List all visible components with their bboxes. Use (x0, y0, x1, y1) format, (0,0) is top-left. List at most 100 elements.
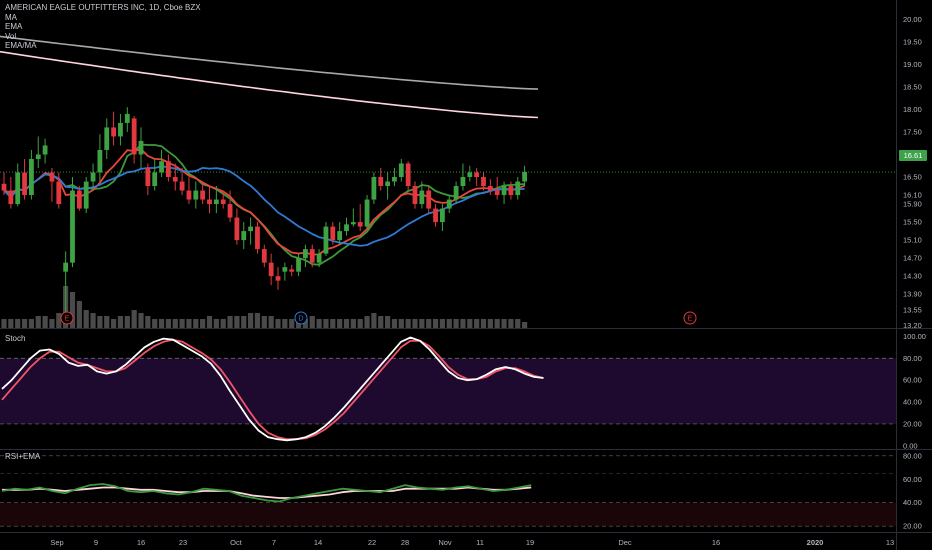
volume-bar (152, 319, 158, 328)
last-price-tag: 16.61 (899, 150, 927, 161)
legend-vol[interactable]: Vol (5, 31, 17, 41)
candle-body (303, 249, 308, 259)
volume-bar (117, 316, 124, 328)
candle-body (29, 158, 34, 196)
volume-bar (405, 319, 411, 328)
volume-bar (522, 322, 528, 328)
volume-bar (111, 319, 117, 328)
candle-body (8, 190, 14, 205)
candle-body (159, 161, 164, 173)
volume-bar (261, 316, 267, 328)
volume-bar (35, 316, 41, 328)
volume-bar (268, 316, 274, 328)
candle-body (49, 172, 55, 182)
time-axis-label: Nov (438, 538, 452, 547)
price-axis-label: 19.00 (903, 60, 922, 69)
stoch-pane-label[interactable]: Stoch (5, 334, 26, 343)
candle-body (330, 226, 336, 241)
candle-body (248, 226, 253, 232)
volume-bar (501, 319, 507, 328)
volume-bar (412, 319, 418, 328)
volume-bar (193, 319, 199, 328)
candle-body (371, 177, 377, 200)
legend-ema[interactable]: EMA (5, 22, 23, 31)
candle-body (22, 172, 27, 196)
candle-body (255, 226, 260, 250)
candle-body (309, 249, 315, 263)
ema-line-blue (3, 165, 525, 247)
volume-bar (124, 316, 130, 328)
volume-bar (28, 319, 34, 328)
volume-bar (241, 316, 247, 328)
candle-body (337, 231, 343, 241)
legend-ma[interactable]: MA (5, 12, 17, 22)
rsi-axis-label: 60.00 (903, 475, 922, 484)
time-axis-label: 14 (314, 538, 322, 547)
volume-bar (508, 319, 514, 328)
stoch-axis-label: 100.00 (903, 332, 926, 341)
volume-bar (467, 319, 473, 328)
stoch-axis-label: 20.00 (903, 419, 922, 428)
rsi-pane-label[interactable]: RSI+EMA (5, 452, 41, 461)
candle-body (268, 262, 274, 277)
time-axis-label: 13 (886, 538, 894, 547)
time-axis-label: Oct (230, 538, 243, 547)
volume-bar (83, 310, 89, 328)
ma-line-pink (0, 50, 539, 119)
volume-bar (302, 319, 308, 328)
candle-body (241, 231, 247, 241)
event-marker-circle (294, 311, 308, 325)
time-axis-label: Dec (618, 538, 632, 547)
volume-bar (76, 301, 82, 328)
candle-body (446, 199, 452, 209)
price-axis-label: 15.50 (903, 218, 922, 227)
candle-body (145, 168, 151, 187)
volume-bar (391, 319, 398, 328)
volume-bar (254, 313, 261, 328)
volume-bar (145, 316, 151, 328)
time-axis-label: 16 (137, 538, 145, 547)
candle-body (515, 181, 521, 196)
event-marker[interactable]: E (683, 311, 697, 325)
candle-body (378, 177, 384, 187)
volume-bar (350, 319, 356, 328)
stoch-axis-label: 80.00 (903, 354, 922, 363)
candle-body (227, 204, 233, 218)
rsi-axis-label: 80.00 (903, 451, 922, 460)
price-axis-label: 13.55 (903, 305, 922, 314)
candle-body (186, 190, 192, 200)
candle-body (487, 186, 493, 191)
rsi-axis-label: 20.00 (903, 522, 922, 531)
volume-bar (69, 292, 76, 328)
volume-bar (248, 313, 254, 328)
volume-bar (371, 313, 377, 328)
legend-ema-ma[interactable]: EMA/MA (5, 41, 37, 50)
time-axis-label: 22 (368, 538, 376, 547)
stoch-k-line (1, 336, 544, 442)
time-axis-label: 19 (526, 538, 534, 547)
event-marker-label: D (298, 316, 303, 323)
candle-body (323, 226, 329, 254)
volume-bar (480, 319, 487, 328)
volume-bar (385, 316, 391, 328)
volume-bar (8, 319, 14, 328)
volume-bar (494, 319, 500, 328)
stoch-band (0, 358, 896, 424)
price-axis-label: 13.20 (903, 321, 922, 330)
time-axis-label: 23 (179, 538, 187, 547)
volume-bar (460, 319, 466, 328)
candle-body (474, 172, 480, 178)
candle-body (172, 177, 178, 182)
volume-bar (1, 319, 7, 328)
event-marker[interactable]: E (60, 311, 74, 325)
rsi-axis-label: 40.00 (903, 498, 922, 507)
time-axis-label: 9 (94, 538, 98, 547)
volume-bar (138, 313, 144, 328)
event-marker[interactable]: D (294, 311, 308, 325)
candle-body (70, 190, 75, 263)
candle-body (296, 258, 301, 272)
price-axis-label: 18.50 (903, 82, 922, 91)
volume-bar (474, 319, 480, 328)
candle-body (453, 186, 459, 200)
